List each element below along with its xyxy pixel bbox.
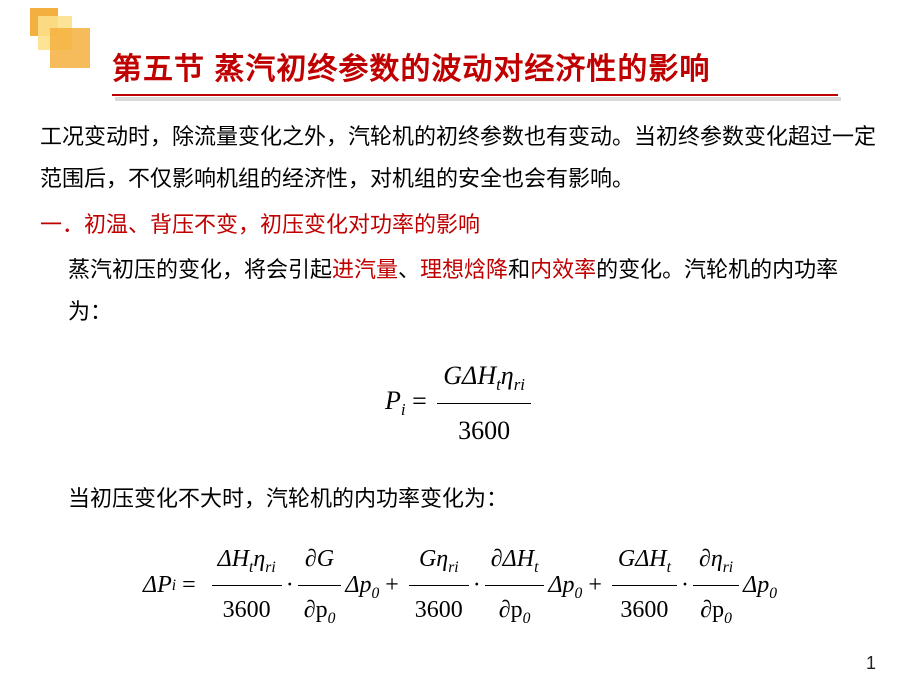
eq2-equals: = [176, 563, 202, 609]
slide-title-block: 第五节 蒸汽初终参数的波动对经济性的影响 [112, 44, 880, 101]
equation-2: ΔPi = ΔHtηri 3600 · ∂G ∂p0 Δp0 + Gηri 36… [40, 537, 880, 633]
eq2-d3d-sub: 0 [724, 610, 732, 627]
eq2-plus-1: + [385, 563, 399, 609]
eq2-d2d-sub: 0 [523, 610, 531, 627]
eq2-d3d: ∂p0 [693, 586, 739, 634]
p2-text-a: 蒸汽初压的变化，将会引起 [68, 257, 332, 282]
eq2-d3n-sym: ∂η [699, 546, 723, 572]
paragraph-3: 当初压变化不大时，汽轮机的内功率变化为： [40, 478, 880, 520]
eq2-t2-frac1: Gηri 3600 [409, 537, 469, 633]
eq1-equals: = [412, 386, 433, 415]
p2-text-c: 、 [398, 257, 420, 282]
eq2-d2n-sub: t [534, 559, 538, 576]
eq2-d3d-sym: ∂p [700, 597, 724, 623]
p2-key-3: 内效率 [530, 257, 596, 282]
eq2-t2n: Gη [419, 546, 448, 572]
section-heading-1: 一．初温、背压不变，初压变化对功率的影响 [40, 204, 880, 246]
eq2-dp3s: 0 [769, 585, 777, 602]
eq2-lhs-sym: ΔP [143, 563, 172, 609]
eq2-dp3: Δp [743, 572, 769, 598]
eq1-lhs-sub: i [401, 400, 406, 419]
eq2-t1n2s: ri [265, 559, 275, 576]
eq2-t2-frac2: ∂ΔHt ∂p0 [485, 537, 545, 633]
slide-content: 工况变动时，除流量变化之外，汽轮机的初终参数也有变动。当初终参数变化超过一定范围… [40, 116, 880, 656]
p2-key-1: 进汽量 [332, 257, 398, 282]
eq2-t3-frac1-num: GΔHt [612, 537, 677, 586]
eq1-lhs: Pi [385, 386, 406, 415]
title-underline-shadow [115, 97, 841, 101]
eq2-t2-dot: · [473, 563, 481, 609]
eq2-t3-frac2: ∂ηri ∂p0 [693, 537, 739, 633]
title-underline [112, 94, 838, 96]
page-number: 1 [866, 653, 876, 674]
eq2-plus-2: + [588, 563, 602, 609]
eq2-dp1: Δp [345, 572, 371, 598]
eq1-num-a: GΔH [443, 361, 496, 390]
p2-text-e: 和 [508, 257, 530, 282]
eq2-term-3: GΔHt 3600 · ∂ηri ∂p0 Δp0 [608, 537, 777, 633]
eq2-t1n2: η [253, 546, 265, 572]
equation-1: Pi = GΔHtηri 3600 [40, 351, 880, 456]
eq2-term-1: ΔHtηri 3600 · ∂G ∂p0 Δp0 [208, 537, 380, 633]
paragraph-2: 蒸汽初压的变化，将会引起进汽量、理想焓降和内效率的变化。汽轮机的内功率为： [40, 249, 880, 333]
eq1-num-b-sub: ri [514, 375, 525, 394]
eq2-t1-dp: Δp0 [345, 563, 379, 609]
eq2-d1d-sub: 0 [328, 610, 336, 627]
eq2-t1-frac1: ΔHtηri 3600 [212, 537, 282, 633]
eq2-d2n: ∂ΔHt [485, 537, 545, 586]
eq2-term-2: Gηri 3600 · ∂ΔHt ∂p0 Δp0 [405, 537, 583, 633]
corner-decoration [30, 8, 110, 78]
eq1-denominator: 3600 [437, 404, 531, 455]
eq2-t3-frac1: GΔHt 3600 [612, 537, 677, 633]
eq2-t2ns: ri [448, 559, 458, 576]
eq2-t1-frac2: ∂G ∂p0 [298, 537, 342, 633]
eq2-d2d-sym: ∂p [499, 597, 523, 623]
eq2-t3ns: t [667, 559, 671, 576]
eq2-t2-frac1-num: Gηri [409, 537, 469, 586]
eq2-t1-dot: · [286, 563, 294, 609]
eq2-dp2s: 0 [575, 585, 583, 602]
eq2-dp1s: 0 [371, 585, 379, 602]
eq2-t1-den: 3600 [212, 586, 282, 634]
eq2-d1n: ∂G [298, 537, 342, 586]
eq2-t3-den: 3600 [612, 586, 677, 634]
eq2-dp2: Δp [548, 572, 574, 598]
eq2-t3-dp: Δp0 [743, 563, 777, 609]
eq2-d2d: ∂p0 [485, 586, 545, 634]
eq1-numerator: GΔHtηri [437, 351, 531, 404]
eq2-t2-den: 3600 [409, 586, 469, 634]
eq2-d1d: ∂p0 [298, 586, 342, 634]
eq2-t2-dp: Δp0 [548, 563, 582, 609]
eq1-num-b: η [501, 361, 514, 390]
eq2-d3n-sub: ri [723, 559, 733, 576]
eq2-t1-frac1-num: ΔHtηri [212, 537, 282, 586]
eq1-fraction: GΔHtηri 3600 [437, 351, 531, 456]
decor-square-3 [50, 28, 90, 68]
eq2-t3-dot: · [681, 563, 689, 609]
eq1-lhs-sym: P [385, 386, 401, 415]
eq2-d1d-sym: ∂p [304, 597, 328, 623]
eq2-d3n: ∂ηri [693, 537, 739, 586]
p2-key-2: 理想焓降 [420, 257, 508, 282]
eq2-lhs: ΔPi = [143, 563, 202, 609]
paragraph-1: 工况变动时，除流量变化之外，汽轮机的初终参数也有变动。当初终参数变化超过一定范围… [40, 116, 880, 200]
eq2-t3n: GΔH [618, 546, 667, 572]
eq2-d2n-sym: ∂ΔH [491, 546, 534, 572]
slide-title: 第五节 蒸汽初终参数的波动对经济性的影响 [112, 44, 880, 88]
eq2-t1n: ΔH [218, 546, 249, 572]
